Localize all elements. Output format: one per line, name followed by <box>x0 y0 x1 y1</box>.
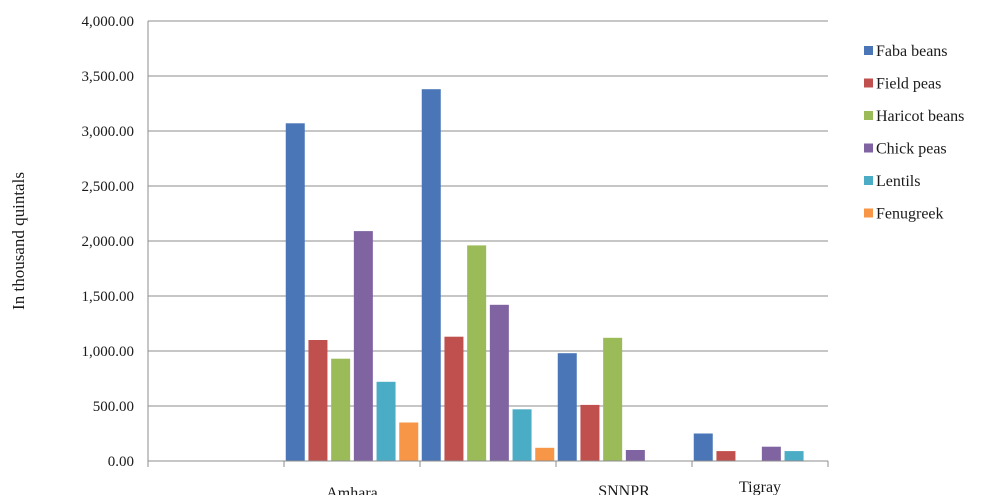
legend-swatch <box>864 208 873 218</box>
bars <box>285 89 804 462</box>
bar-faba-beans <box>421 89 441 461</box>
bar-faba-beans <box>285 123 305 462</box>
y-tick-label: 1,000.00 <box>82 344 135 360</box>
y-tick-label: 3,500.00 <box>82 69 135 85</box>
gridlines <box>148 20 828 407</box>
bar-haricot-beans <box>603 337 623 461</box>
legend-swatch <box>864 46 873 55</box>
bar-faba-beans <box>557 353 577 461</box>
legend-label: Field peas <box>876 76 941 93</box>
bar-haricot-beans <box>467 245 487 461</box>
bar-chick-peas <box>625 450 645 461</box>
bar-fenugreek <box>535 447 555 461</box>
y-tick-label: 500.00 <box>93 399 134 415</box>
x-category-label: Tigray <box>739 479 781 495</box>
bar-fenugreek <box>399 422 419 461</box>
legend-label: Chick peas <box>876 141 947 158</box>
y-tick-label: 2,500.00 <box>82 179 135 195</box>
legend-label: Faba beans <box>876 43 948 60</box>
x-category-label: SNNPR <box>598 483 650 495</box>
y-tick-label: 0.00 <box>108 454 134 470</box>
bar-chick-peas <box>353 231 373 461</box>
x-axis-categories: Amhara Oromia SNNPR Tigray <box>326 479 781 495</box>
axes <box>147 21 829 467</box>
bar-lentils <box>784 451 804 461</box>
legend-label: Haricot beans <box>876 108 964 125</box>
legend-swatch <box>864 78 873 88</box>
legend-swatch <box>864 111 873 120</box>
legend-swatch <box>864 176 873 185</box>
y-tick-label: 1,500.00 <box>82 289 135 305</box>
bar-field-peas <box>444 336 464 461</box>
legend-label: Lentils <box>876 173 920 190</box>
bar-chick-peas <box>761 446 781 461</box>
y-axis-title: In thousand quintals <box>9 172 28 310</box>
legend-label: Fenugreek <box>876 206 944 223</box>
y-tick-label: 2,000.00 <box>82 234 135 250</box>
bar-field-peas <box>580 404 600 461</box>
x-category-label: Amhara <box>326 485 378 495</box>
bar-lentils <box>376 381 396 461</box>
bar-field-peas <box>308 340 328 461</box>
y-axis-ticks: 0.00 500.00 1,000.00 1,500.00 2,000.00 2,500.… <box>82 14 135 470</box>
bar-faba-beans <box>693 433 713 461</box>
bar-field-peas <box>716 451 736 461</box>
bar-chick-peas <box>489 304 509 461</box>
y-tick-label: 3,000.00 <box>82 124 135 140</box>
bar-lentils <box>512 409 532 461</box>
x-category-label: Oromia <box>464 493 513 495</box>
bar-haricot-beans <box>331 358 351 461</box>
legend-swatch <box>864 143 873 153</box>
legend: Faba beans Field peas Haricot beans Chick p… <box>864 43 964 223</box>
y-tick-label: 4,000.00 <box>82 14 135 30</box>
